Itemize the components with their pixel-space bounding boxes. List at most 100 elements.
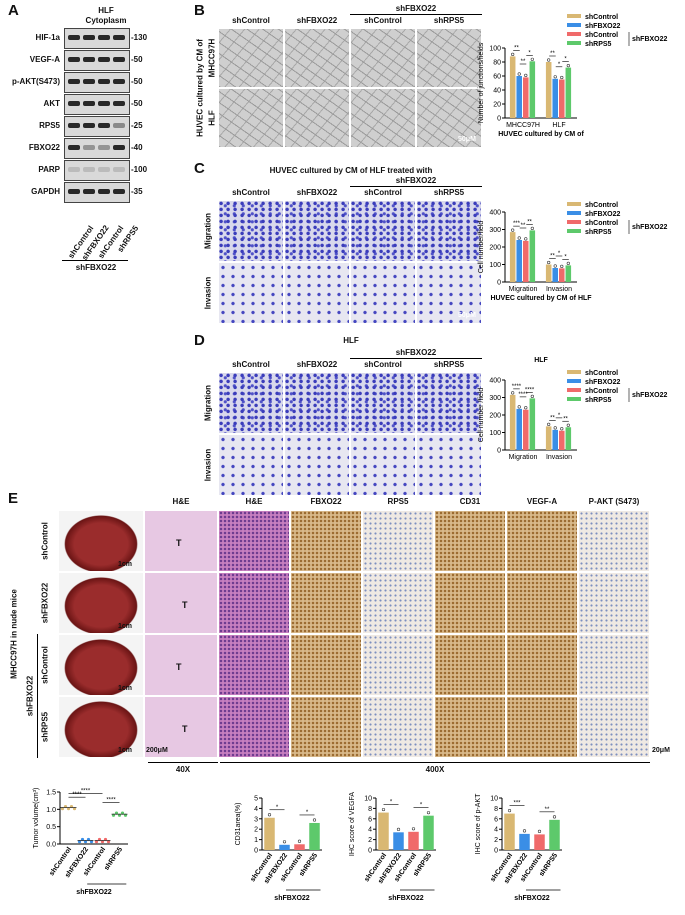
mag-label: 400X [425, 765, 445, 774]
blot-kda: -35 [131, 187, 143, 196]
blot-strip [64, 28, 130, 49]
y-tick-label: 4 [368, 827, 372, 834]
micrograph-image [218, 88, 284, 148]
y-tick-label: 4 [254, 806, 258, 813]
blot-band [83, 101, 95, 106]
group-label: shFBXO22 [395, 348, 437, 357]
group-label: shFBXO22 [514, 895, 550, 902]
bar [552, 429, 558, 450]
ihc-image [362, 572, 434, 634]
y-tick-label: 10 [364, 796, 372, 803]
legend-swatch [567, 211, 581, 215]
row-label: Invasion [203, 448, 213, 482]
mag-label: 40X [175, 765, 191, 774]
y-tick-label: 80 [493, 60, 501, 67]
blot-strip [64, 182, 130, 203]
ihc-image [506, 634, 578, 696]
data-point [100, 839, 105, 844]
data-point [282, 840, 287, 844]
blot-label: p-AKT(S473) [11, 77, 60, 86]
ihc-image [578, 510, 650, 572]
data-point [517, 405, 521, 409]
sig-label: **** [512, 384, 522, 390]
legend-group-label: shFBXO22 [632, 36, 668, 43]
y-tick-label: 1.5 [46, 790, 56, 797]
blot-label: RPS5 [39, 121, 60, 130]
data-point [511, 391, 515, 395]
sig-label: ** [514, 45, 519, 51]
sig-label: * [390, 800, 393, 806]
data-point [120, 811, 125, 815]
blot-label: VEGF-A [29, 55, 60, 64]
row-label: MHCC97H [207, 38, 217, 78]
y-tick-label: 6 [368, 816, 372, 823]
data-point [123, 813, 128, 817]
bar [294, 844, 305, 850]
bar [509, 394, 516, 450]
liver-photo [58, 572, 144, 634]
sig-label: **** [81, 789, 91, 795]
legend-label: shControl [585, 388, 618, 395]
y-axis-label: IHC score of p-AKT [475, 793, 482, 854]
legend-swatch [567, 388, 581, 392]
data-point [511, 52, 515, 57]
group-line [350, 186, 482, 187]
column-header: FBXO22 [310, 497, 342, 506]
data-point [553, 426, 557, 430]
x-tick-label: shControl [249, 852, 274, 883]
blot-kda: -25 [131, 121, 143, 130]
x-tick-label: MHCC97H [506, 122, 540, 129]
data-point [522, 829, 527, 833]
blot-band [113, 57, 125, 62]
sig-label: **** [106, 797, 116, 803]
legend-label: shControl [585, 32, 618, 39]
x-tick-label: HLF [552, 122, 565, 129]
blot-kda: -130 [131, 33, 148, 42]
ihc-image [578, 634, 650, 696]
micrograph-image [284, 28, 350, 88]
y-tick-label: 2 [254, 827, 258, 834]
column-header: P-AKT (S473) [588, 497, 640, 506]
panel-d-title: HLF [343, 336, 359, 345]
data-point [381, 807, 386, 812]
legend-swatch [567, 23, 581, 27]
bar [534, 834, 545, 850]
panel-c-title: HUVEC cultured by CM of HLF treated with [269, 166, 433, 175]
he-low-mag-image [144, 572, 218, 634]
legend-swatch [567, 41, 581, 45]
blot-band [113, 79, 125, 84]
y-tick-label: 0 [368, 848, 372, 855]
x-tick-label: shControl [82, 846, 107, 877]
group-label: shFBXO22 [76, 889, 112, 896]
bar [565, 67, 572, 118]
blot-band [113, 35, 125, 40]
data-point [547, 422, 551, 426]
data-point [83, 839, 88, 844]
blot-band [68, 57, 80, 62]
sig-label: ** [545, 807, 550, 813]
y-tick-label: 300 [489, 395, 501, 402]
blot-band [68, 35, 80, 40]
sig-label: * [420, 803, 423, 809]
y-tick-label: 200 [489, 245, 501, 252]
blot-band [83, 189, 95, 194]
legend-label: shRPS5 [585, 229, 612, 236]
data-point [114, 811, 119, 815]
y-tick-label: 100 [489, 262, 501, 269]
blot-band [68, 167, 80, 172]
data-point [547, 58, 551, 62]
data-point [517, 72, 521, 76]
scale-bar-label: 1cm [118, 561, 133, 568]
row-label: HLF [207, 110, 217, 126]
blot-kda: -50 [131, 99, 143, 108]
column-header: shFBXO22 [296, 188, 338, 197]
x-axis-label: HUVEC cultured by CM of [498, 131, 584, 138]
y-tick-label: 0.0 [46, 842, 56, 849]
micrograph-image [350, 262, 416, 324]
bar [565, 265, 572, 282]
ihc-image [506, 696, 578, 758]
bar [523, 240, 529, 282]
x-tick-label: shFBXO22 [263, 852, 289, 885]
blot-band [98, 123, 110, 128]
y-tick-label: 0 [494, 848, 498, 855]
